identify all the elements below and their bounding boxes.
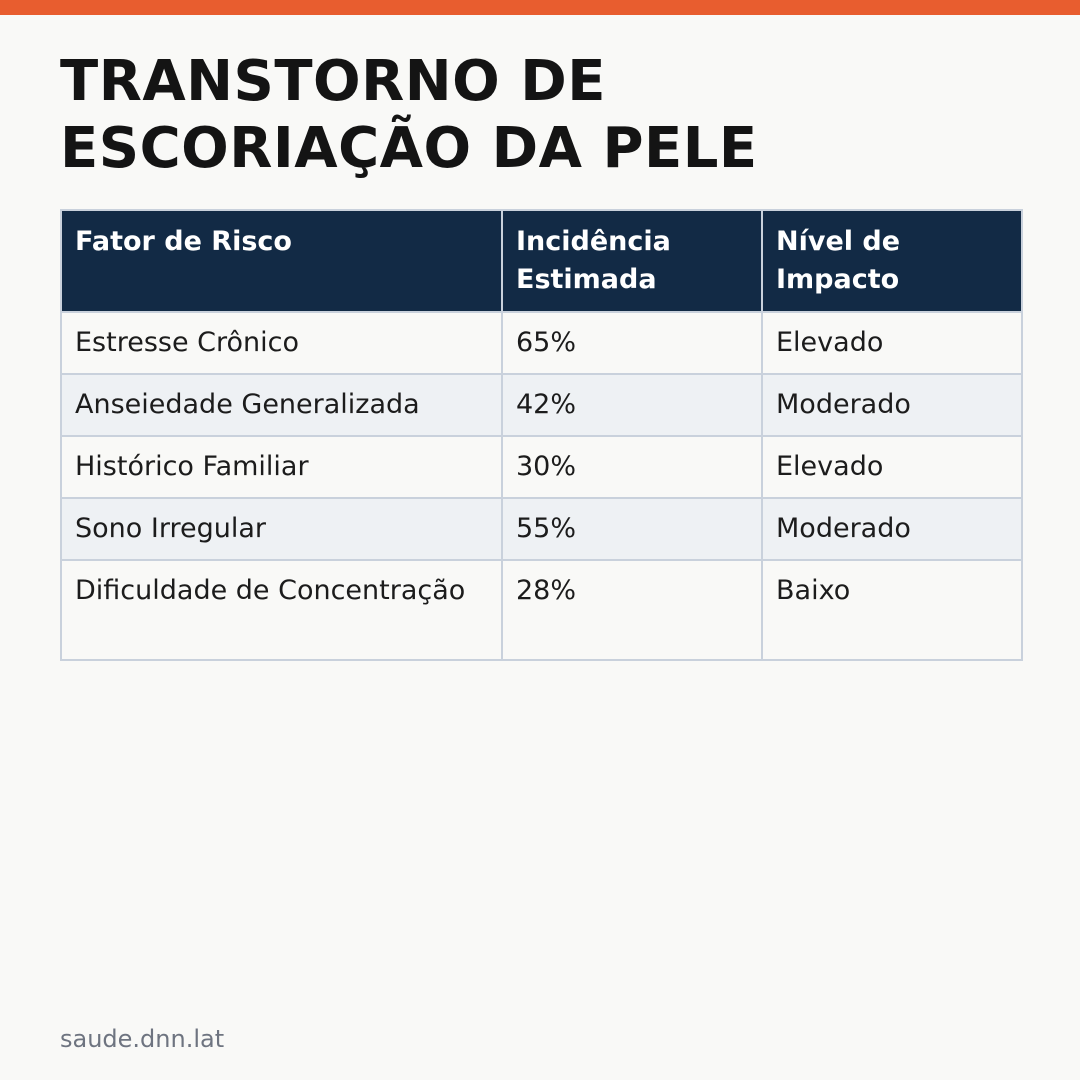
cell-incidence: 30% <box>501 435 763 499</box>
cell-incidence: 28% <box>501 559 763 661</box>
header-risk-factor: Fator de Risco <box>60 209 503 313</box>
cell-incidence: 55% <box>501 497 763 561</box>
cell-impact-level: Elevado <box>761 435 1023 499</box>
page-title: TRANSTORNO DE ESCORIAÇÃO DA PELE <box>60 49 758 181</box>
header-impact-level: Nível de Impacto <box>761 209 1023 313</box>
table-row: Anseiedade Generalizada 42% Moderado <box>60 373 1023 437</box>
cell-incidence: 65% <box>501 311 763 375</box>
accent-bar <box>0 0 1080 15</box>
cell-impact-level: Moderado <box>761 373 1023 437</box>
cell-risk-factor: Estresse Crônico <box>60 311 503 375</box>
cell-risk-factor: Sono Irregular <box>60 497 503 561</box>
cell-risk-factor: Dificuldade de Concentração <box>60 559 503 661</box>
table-header-row: Fator de Risco Incidência Estimada Nível… <box>60 209 1023 313</box>
site-url: saude.dnn.lat <box>60 1025 225 1053</box>
table-row: Histórico Familiar 30% Elevado <box>60 435 1023 499</box>
table-row: Estresse Crônico 65% Elevado <box>60 311 1023 375</box>
cell-impact-level: Moderado <box>761 497 1023 561</box>
risk-factor-table: Fator de Risco Incidência Estimada Nível… <box>60 209 1023 661</box>
cell-risk-factor: Histórico Familiar <box>60 435 503 499</box>
cell-impact-level: Elevado <box>761 311 1023 375</box>
table-row: Dificuldade de Concentração 28% Baixo <box>60 559 1023 661</box>
cell-risk-factor: Anseiedade Generalizada <box>60 373 503 437</box>
cell-impact-level: Baixo <box>761 559 1023 661</box>
table-row: Sono Irregular 55% Moderado <box>60 497 1023 561</box>
header-incidence: Incidência Estimada <box>501 209 763 313</box>
cell-incidence: 42% <box>501 373 763 437</box>
